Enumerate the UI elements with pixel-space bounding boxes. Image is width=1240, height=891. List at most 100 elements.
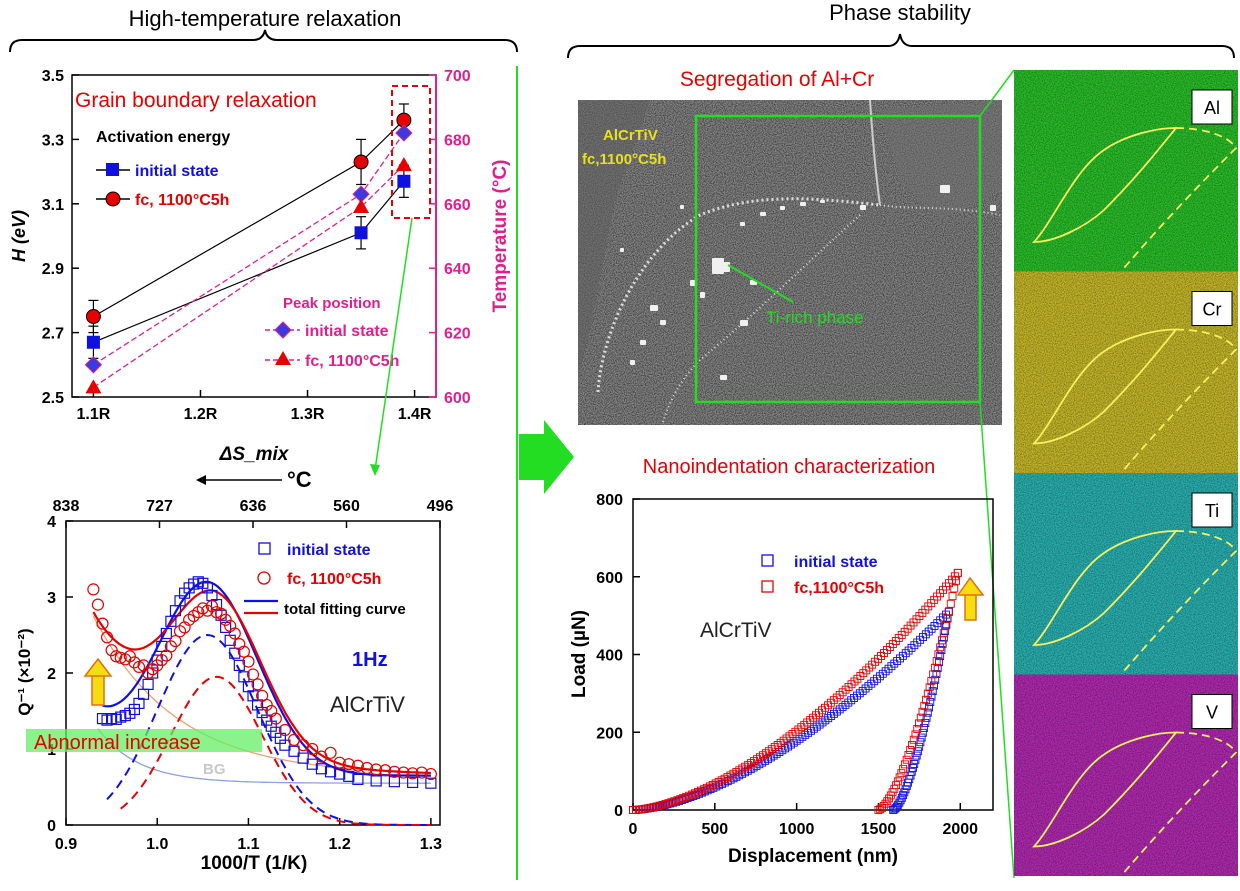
p2-x-tick-label: 1.0	[146, 836, 168, 853]
p4-x-tick-label: 1500	[861, 821, 897, 838]
sem-particle	[860, 205, 866, 210]
p4-point-loading	[824, 714, 833, 723]
flow-arrow	[519, 420, 574, 494]
p4-point-loading	[661, 800, 670, 808]
p2-point-circle	[351, 759, 365, 772]
p4-point-unloading	[895, 773, 904, 782]
p4-point-unloading	[948, 592, 957, 601]
p4-point-loading	[809, 724, 818, 733]
p2-point-square	[370, 775, 382, 787]
p4-x-axis-label: Displacement (nm)	[728, 846, 898, 867]
p4-point-loading	[782, 734, 791, 743]
p4-point-unloading	[896, 796, 905, 805]
p2-legend-marker-circle	[257, 571, 271, 585]
p4-point-loading	[676, 795, 685, 804]
p4-point-loading	[756, 753, 764, 762]
sem-particle	[740, 222, 745, 226]
p4-legend-label-2: fc,1100°C5h	[794, 580, 884, 597]
p4-point-loading	[855, 689, 864, 698]
p4-y-tick-label: 400	[596, 648, 623, 665]
sem-grain-boundary-1	[596, 197, 881, 393]
p4-point-loading	[898, 651, 907, 660]
p2-point-circle	[141, 666, 155, 680]
p4-point-loading	[640, 804, 649, 813]
p4-point-loading	[812, 711, 821, 720]
p4-point-loading	[655, 801, 664, 810]
sem-zoom-line-top	[979, 69, 1015, 117]
p2-y-tick-label: 2	[47, 666, 56, 683]
sem-arrow-line	[727, 264, 794, 303]
p1-legend-marker-square	[106, 163, 119, 176]
p1-highlight-box	[391, 85, 431, 219]
p4-point-unloading	[911, 755, 920, 764]
p2-point-square	[229, 647, 241, 659]
sem-particle	[760, 212, 766, 216]
p2-point-circle	[87, 583, 100, 596]
p2-point-circle	[183, 613, 196, 626]
p4-y-tick-label: 200	[596, 725, 623, 742]
p4-point-unloading	[909, 735, 918, 744]
p4-point-loading	[871, 657, 880, 666]
p1-point-diamond	[395, 124, 413, 142]
p4-point-unloading	[934, 658, 943, 667]
p4-point-loading	[674, 796, 683, 805]
p1-x-tick-label: 1.2R	[184, 406, 218, 423]
p4-point-loading	[896, 654, 904, 663]
p4-point-loading	[921, 630, 930, 639]
p4-point-loading	[764, 747, 773, 756]
p4-point-loading	[691, 789, 699, 798]
p2-point-circle	[237, 645, 250, 658]
p1-y-tick-label: 2.7	[42, 326, 64, 343]
sem-particle	[780, 206, 785, 210]
p2-point-square	[156, 640, 168, 653]
p1-point-diamond	[84, 356, 103, 374]
p4-point-unloading	[918, 707, 927, 716]
p4-point-loading	[850, 677, 859, 686]
p4-point-unloading	[934, 650, 943, 659]
p4-point-loading	[913, 638, 922, 647]
p2-point-circle	[96, 617, 109, 630]
p4-y-axis-label: Load (µN)	[569, 610, 590, 698]
p4-point-loading	[904, 646, 913, 655]
sem-particle	[640, 340, 646, 345]
p4-point-loading	[694, 787, 702, 796]
p2-x-tick-label: 1.1	[237, 836, 259, 853]
p4-point-loading	[835, 705, 844, 714]
p4-point-loading	[770, 743, 779, 752]
p1-legend-marker-diamond	[274, 321, 292, 339]
p4-y-tick-label: 0	[614, 803, 623, 820]
p1-point-square	[86, 335, 100, 349]
p2-point-circle	[424, 767, 437, 781]
p1-title: Grain boundary relaxation	[75, 89, 317, 112]
p2-point-circle	[406, 767, 419, 780]
p2-point-square	[288, 745, 300, 757]
eds-label-box	[1191, 492, 1233, 528]
sem-particle	[620, 248, 624, 252]
p4-point-loading	[729, 774, 738, 783]
p1-pointer-line	[374, 217, 413, 471]
p4-point-loading	[809, 713, 818, 722]
p4-point-loading	[856, 672, 865, 680]
p4-point-unloading	[925, 683, 934, 692]
p2-point-circle	[278, 723, 292, 737]
p4-legend-label-1: initial state	[794, 554, 878, 571]
p4-point-loading	[861, 684, 870, 693]
left-header: High-temperature relaxation	[129, 6, 402, 31]
p4-point-loading	[868, 660, 877, 669]
p1-point-circle	[85, 309, 101, 324]
p2-point-circle	[105, 644, 118, 657]
p2-point-circle	[123, 650, 136, 663]
nanoindentation-chart: Nanoindentation characterization 0 200 400…	[569, 456, 994, 867]
sem-label-alloy: AlCrTiV	[603, 127, 658, 144]
p4-point-unloading	[899, 791, 908, 800]
p4-legend-marker-2	[761, 580, 774, 593]
sem-particle	[800, 202, 806, 206]
p4-point-loading	[708, 780, 717, 789]
p4-point-loading	[649, 803, 658, 812]
p4-x-tick-label: 0	[629, 821, 638, 838]
eds-label-box	[1191, 291, 1233, 326]
p4-point-loading	[673, 796, 682, 805]
p4-annotation: AlCrTiV	[700, 619, 772, 642]
p2-x-tick-label: 1.2	[329, 836, 351, 853]
